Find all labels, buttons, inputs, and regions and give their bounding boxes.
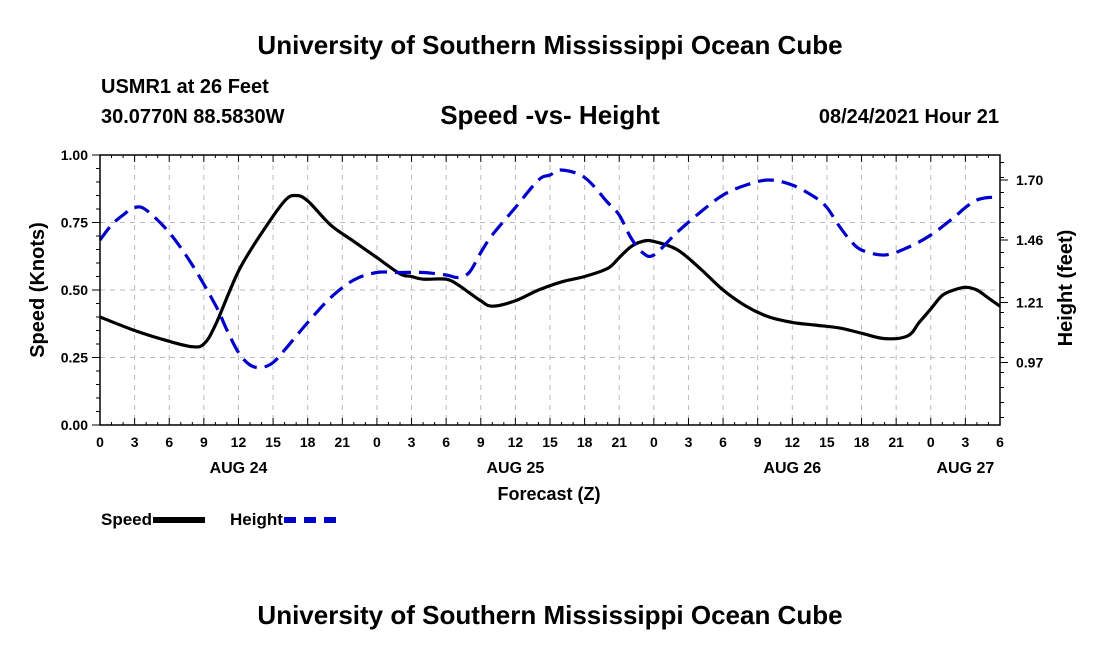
- speed-series-line: [99, 193, 1001, 349]
- x-tick-label: 3: [961, 434, 969, 450]
- x-tick-label: 21: [888, 434, 904, 450]
- x-tick-label: 18: [854, 434, 870, 450]
- x-tick-label: 21: [335, 434, 351, 450]
- x-tick-label: 6: [165, 434, 173, 450]
- x-tick-label: 21: [611, 434, 627, 450]
- x-tick-label: 6: [996, 434, 1004, 450]
- chart-subtitle: Speed -vs- Height: [440, 100, 660, 130]
- footer-title: University of Southern Mississippi Ocean…: [257, 600, 843, 630]
- x-tick-label: 3: [131, 434, 139, 450]
- x-tick-label: 0: [96, 434, 104, 450]
- y-right-tick-label: 1.21: [1016, 295, 1043, 311]
- x-tick-label: 9: [200, 434, 208, 450]
- y-right-tick-label: 0.97: [1016, 355, 1043, 371]
- y-tick-label: 1.00: [61, 147, 88, 163]
- legend-speed-swatch: [153, 517, 206, 523]
- x-tick-label: 9: [754, 434, 762, 450]
- day-label: AUG 25: [486, 460, 544, 477]
- grid-layer: [100, 155, 1000, 425]
- x-tick-label: 0: [927, 434, 935, 450]
- x-tick-label: 9: [477, 434, 485, 450]
- y-axis-title: Speed (Knots): [27, 222, 49, 358]
- height-series-line: [98, 168, 1001, 370]
- series-layer: [98, 168, 1001, 370]
- y-tick-label: 0.75: [61, 215, 88, 231]
- forecast-date-hour: 08/24/2021 Hour 21: [818, 106, 999, 128]
- x-tick-label: 18: [300, 434, 316, 450]
- x-axis-title: Forecast (Z): [497, 484, 600, 504]
- x-tick-label: 3: [408, 434, 416, 450]
- x-tick-label: 3: [685, 434, 693, 450]
- x-tick-label: 15: [265, 434, 281, 450]
- x-tick-label: 12: [785, 434, 801, 450]
- day-label: AUG 26: [763, 460, 821, 477]
- x-tick-label: 12: [231, 434, 247, 450]
- x-tick-label: 12: [508, 434, 524, 450]
- y-axis-title-right: Height (feet): [1055, 230, 1077, 347]
- station-coordinates: 30.0770N 88.5830W: [101, 106, 285, 128]
- y-tick-label: 0.00: [61, 417, 88, 433]
- axis-layer: 0 3 6 9 12 15 18 21 0 3 6 9 12 15 18 21 0 3 6 9 12 15 18 21 0 3 6A…: [27, 147, 1077, 504]
- legend-height-swatch: [283, 517, 336, 523]
- legend-height: Height: [230, 508, 336, 532]
- station-label: USMR1 at 26 Feet: [101, 76, 269, 98]
- y-right-tick-label: 1.46: [1016, 232, 1043, 248]
- y-tick-label: 0.25: [61, 350, 88, 366]
- x-tick-label: 6: [719, 434, 727, 450]
- y-right-tick-label: 1.70: [1016, 172, 1043, 188]
- day-label: AUG 27: [936, 460, 994, 477]
- x-tick-label: 15: [819, 434, 835, 450]
- x-tick-label: 0: [650, 434, 658, 450]
- legend-speed-label: Speed: [101, 510, 153, 529]
- x-tick-label: 18: [577, 434, 593, 450]
- day-label: AUG 24: [210, 460, 268, 477]
- page-title: University of Southern Mississippi Ocean…: [257, 30, 843, 60]
- y-tick-label: 0.50: [61, 282, 88, 298]
- x-tick-label: 6: [442, 434, 450, 450]
- x-tick-label: 0: [373, 434, 381, 450]
- legend-height-label: Height: [230, 510, 283, 529]
- legend-speed: Speed: [101, 508, 206, 532]
- x-tick-label: 15: [542, 434, 558, 450]
